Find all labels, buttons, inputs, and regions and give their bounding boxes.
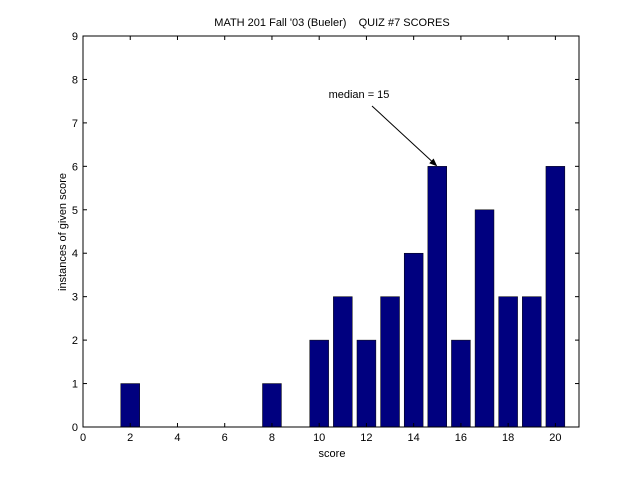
bar-score-13 <box>380 296 400 428</box>
chart-title: MATH 201 Fall '03 (Bueler) QUIZ #7 SCORE… <box>214 17 449 29</box>
x-tick-label: 18 <box>502 432 514 444</box>
x-tick-label: 12 <box>360 432 372 444</box>
median-arrow-head <box>429 158 438 167</box>
x-axis-label: score <box>319 448 346 460</box>
y-axis-label: instances of given score <box>57 173 69 291</box>
y-tick-label: 3 <box>72 292 78 304</box>
x-tick-label: 8 <box>269 432 275 444</box>
bar-score-15 <box>427 166 447 428</box>
bar-score-20 <box>545 166 566 428</box>
x-tick-label: 0 <box>80 432 86 444</box>
y-tick-label: 2 <box>72 335 78 347</box>
bar-score-14 <box>403 252 424 428</box>
median-arrow-line <box>371 105 432 162</box>
x-tick-label: 16 <box>455 432 467 444</box>
y-tick-label: 4 <box>72 248 78 260</box>
bar-score-11 <box>333 296 353 428</box>
y-tick-label: 7 <box>72 118 78 130</box>
x-tick-label: 14 <box>408 432 420 444</box>
bar-score-2 <box>120 383 140 428</box>
y-axis-ticks: 0 1 2 3 4 5 6 7 8 9 <box>72 31 579 434</box>
x-tick-label: 10 <box>313 432 325 444</box>
y-tick-label: 1 <box>72 379 78 391</box>
bar-score-8 <box>262 383 282 428</box>
bar-score-19 <box>522 296 542 428</box>
bar-score-18 <box>498 296 518 428</box>
x-axis-ticks: 0 2 4 6 8 10 12 14 16 18 20 <box>80 36 562 444</box>
bars-group <box>120 166 566 428</box>
bar-score-10 <box>309 339 329 428</box>
x-tick-label: 6 <box>222 432 228 444</box>
y-tick-label: 5 <box>72 205 78 217</box>
plot-frame <box>82 35 580 428</box>
median-annotation-label: median = 15 <box>329 89 390 101</box>
y-tick-label: 9 <box>72 31 78 43</box>
bar-score-16 <box>451 339 471 428</box>
x-tick-label: 2 <box>127 432 133 444</box>
y-tick-label: 6 <box>72 161 78 173</box>
bar-score-17 <box>474 209 495 428</box>
y-tick-label: 0 <box>72 422 78 434</box>
median-annotation: median = 15 <box>329 89 438 167</box>
y-tick-label: 8 <box>72 74 78 86</box>
x-tick-label: 20 <box>549 432 561 444</box>
bar-score-12 <box>356 339 377 428</box>
x-tick-label: 4 <box>174 432 180 444</box>
